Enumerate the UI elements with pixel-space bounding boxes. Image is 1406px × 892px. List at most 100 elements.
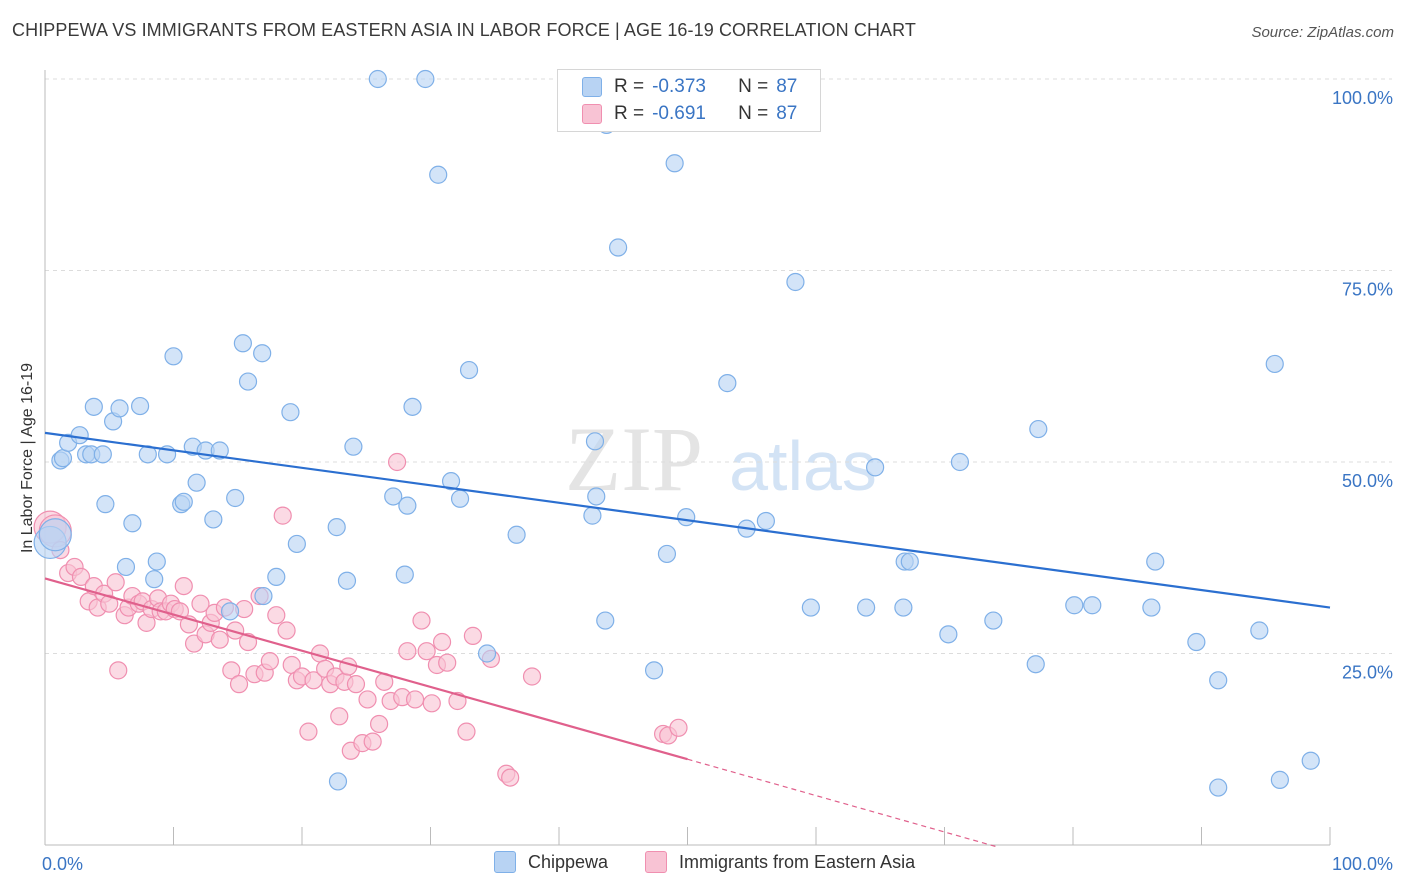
chippewa-point [337, 571, 357, 590]
eastern-asia-point [330, 707, 349, 726]
chippewa-point [477, 644, 497, 663]
chippewa-point [253, 344, 272, 363]
chippewa-point [328, 772, 348, 791]
tick-labels: 25.0% 50.0% 75.0% 100.0% 0.0% 100.0% [42, 88, 1393, 874]
chippewa-point [583, 506, 602, 525]
chippewa-point [254, 586, 273, 606]
legend-n-value: 87 [776, 103, 798, 124]
legend-n-label: N = [738, 103, 769, 124]
chippewa-point [866, 458, 885, 477]
eastern-asia-point [100, 594, 119, 613]
eastern-asia-point [405, 690, 425, 709]
legend-n-value: 87 [776, 76, 798, 97]
chippewa-point [395, 565, 414, 584]
chippewa-swatch [582, 77, 602, 97]
chippewa-point [801, 598, 820, 617]
chippewa-point [96, 495, 115, 514]
eastern-asia-point [222, 661, 241, 680]
chippewa-point [718, 374, 737, 393]
chippewa-point [950, 452, 970, 472]
chippewa-point [174, 492, 193, 511]
eastern-asia-point [438, 653, 457, 672]
chippewa-point [327, 518, 346, 537]
eastern-asia-point [358, 690, 377, 709]
chippewa-point [665, 154, 684, 173]
chippewa-point [403, 397, 422, 416]
chippewa-point [459, 360, 479, 380]
chippewa-point [110, 399, 129, 418]
chippewa-point [441, 472, 461, 491]
chart-title: CHIPPEWA VS IMMIGRANTS FROM EASTERN ASIA… [12, 20, 917, 40]
chippewa-point [1270, 770, 1289, 789]
chippewa-swatch [494, 851, 516, 873]
chippewa-point [1301, 751, 1320, 770]
legend-r-label: R = [614, 76, 645, 97]
chippewa-point [210, 441, 229, 460]
legend-item-eastern-asia[interactable]: Immigrants from Eastern Asia [645, 851, 915, 873]
stats-legend: R = -0.373 N = 87 R = -0.691 N = 87 [557, 69, 821, 132]
eastern-asia-point [299, 722, 318, 741]
chippewa-point [677, 508, 696, 527]
eastern-asia-point [457, 722, 476, 741]
chippewa-point [1209, 778, 1228, 797]
eastern-asia-point [346, 675, 366, 694]
legend-r-value: -0.691 [652, 103, 706, 124]
eastern-asia-point [109, 661, 128, 680]
chippewa-point [238, 372, 258, 391]
x-tick-label-min: 0.0% [42, 854, 83, 874]
eastern-asia-point [229, 675, 249, 694]
chippewa-point [1209, 671, 1228, 690]
chippewa-point [145, 570, 164, 589]
eastern-asia-point [387, 452, 407, 472]
chippewa-point [130, 396, 150, 416]
chippewa-point [450, 489, 470, 508]
chippewa-point [939, 625, 958, 644]
eastern-asia-point [260, 652, 279, 671]
legend-r-label: R = [614, 103, 645, 124]
chippewa-point [287, 534, 306, 554]
x-tick-label-max: 100.0% [1332, 854, 1393, 874]
eastern-asia-point [398, 642, 417, 661]
axes [44, 70, 1331, 846]
chippewa-point [585, 432, 605, 451]
chippewa-point [116, 557, 136, 577]
eastern-asia-trend-extension [687, 758, 997, 848]
eastern-asia-point [370, 714, 389, 734]
chippewa-point [281, 403, 300, 422]
chippewa-point [429, 165, 448, 184]
watermark-atlas: atlas [729, 427, 877, 505]
chippewa-point [368, 69, 387, 89]
watermark: ZIP atlas [565, 408, 877, 510]
chippewa-point [187, 473, 206, 492]
y-tick-label: 50.0% [1342, 471, 1393, 491]
chippewa-point [644, 661, 664, 680]
legend-row-eastern-asia: R = -0.691 N = 87 [582, 102, 797, 126]
eastern-asia-point [417, 642, 436, 661]
legend-item-chippewa[interactable]: Chippewa [494, 851, 608, 873]
eastern-asia-point [267, 606, 286, 625]
legend-r-value: -0.373 [652, 76, 706, 97]
eastern-asia-point [106, 573, 125, 592]
series-legend: Chippewa Immigrants from Eastern Asia [0, 851, 1406, 877]
chippewa-point [1083, 596, 1102, 615]
legend-label-chippewa: Chippewa [528, 851, 609, 872]
chippewa-point [857, 598, 876, 617]
chippewa-point [786, 272, 805, 292]
chippewa-point [220, 602, 240, 621]
chippewa-point [226, 488, 245, 508]
source-credit: Source: ZipAtlas.com [1251, 24, 1394, 41]
trend-lines [44, 431, 1331, 848]
legend-n-label: N = [738, 76, 769, 97]
legend-row-chippewa: R = -0.373 N = 87 [582, 75, 797, 99]
chippewa-point [38, 518, 72, 552]
chippewa-point [1142, 598, 1161, 617]
chippewa-point [1265, 354, 1284, 374]
watermark-zip: ZIP [565, 408, 703, 510]
chippewa-point [204, 510, 223, 529]
eastern-asia-trend-line [44, 577, 688, 761]
chippewa-point [657, 544, 677, 564]
chippewa-point [93, 445, 112, 464]
chippewa-point [84, 397, 103, 416]
eastern-asia-point [422, 694, 441, 713]
